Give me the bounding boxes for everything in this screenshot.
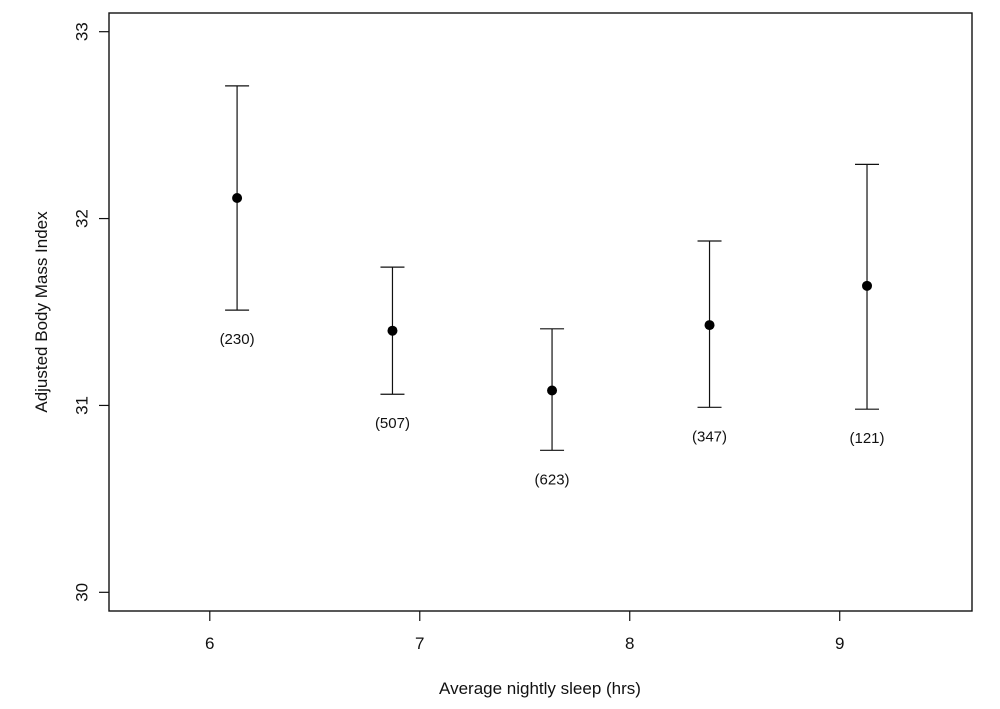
- sample-size-label-4: (121): [849, 430, 884, 447]
- x-axis: 6 7 8 9: [205, 611, 844, 653]
- data-points: (230) (507) (623) (347) (121): [220, 85, 885, 488]
- x-axis-title: Average nightly sleep (hrs): [439, 679, 641, 698]
- data-point-group-3: (347): [692, 240, 727, 445]
- data-point-group-0: (230): [220, 85, 255, 348]
- data-point-1: [387, 325, 398, 336]
- data-point-4: [862, 280, 873, 291]
- y-tick-label-2: 32: [72, 209, 91, 228]
- y-tick-label-3: 33: [72, 22, 91, 41]
- data-point-group-2: (623): [535, 328, 570, 488]
- data-point-group-4: (121): [849, 163, 885, 447]
- x-tick-label-3: 9: [835, 634, 844, 653]
- y-tick-label-1: 31: [72, 396, 91, 415]
- y-axis: 30 31 32 33: [72, 22, 109, 602]
- sample-size-label-0: (230): [220, 331, 255, 348]
- sample-size-label-3: (347): [692, 428, 727, 445]
- data-point-3: [704, 320, 715, 331]
- x-tick-label-2: 8: [625, 634, 634, 653]
- sample-size-label-1: (507): [375, 415, 410, 432]
- x-tick-label-1: 7: [415, 634, 424, 653]
- data-point-group-1: (507): [375, 266, 410, 432]
- y-axis-title: Adjusted Body Mass Index: [32, 211, 51, 413]
- plot-frame: [108, 12, 973, 612]
- data-point-0: [232, 193, 243, 204]
- data-point-2: [547, 385, 558, 396]
- y-tick-label-0: 30: [72, 583, 91, 602]
- x-tick-label-0: 6: [205, 634, 214, 653]
- sample-size-label-2: (623): [535, 471, 570, 488]
